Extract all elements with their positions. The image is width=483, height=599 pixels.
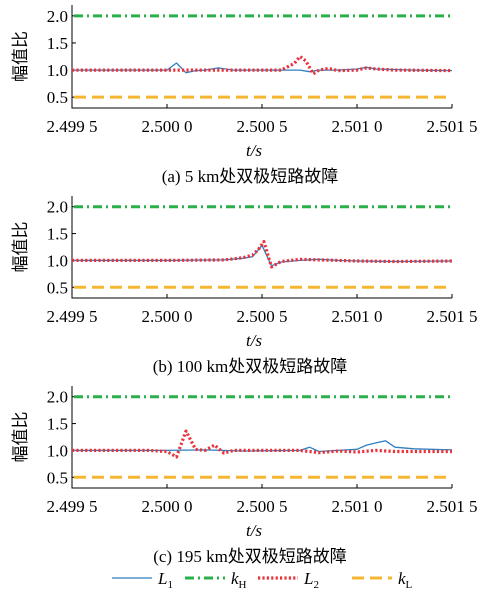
axes-frame xyxy=(72,196,452,298)
series-L2 xyxy=(72,57,452,74)
x-tick-label: 2.501 5 xyxy=(427,497,478,516)
x-tick-label: 2.501 5 xyxy=(427,117,478,136)
y-axis-label: 幅值比 xyxy=(11,31,30,82)
x-tick-label: 2.500 0 xyxy=(142,497,193,516)
x-tick-label: 2.499 5 xyxy=(47,117,98,136)
y-tick-label: 1.0 xyxy=(47,441,68,460)
x-tick-label: 2.499 5 xyxy=(47,307,98,326)
panel-caption: (b) 100 km处双极短路故障 xyxy=(153,357,348,376)
series-L1 xyxy=(72,245,452,265)
x-tick-label: 2.501 0 xyxy=(332,117,383,136)
chart-panels: 0.5 1.0 1.5 2.0 2.499 5 2.500 0 2.500 5 2.501 0… xyxy=(11,5,478,566)
legend-label-L1: L1 xyxy=(157,569,173,591)
legend-item-kL: kL xyxy=(352,569,413,591)
y-tick-label: 0.5 xyxy=(47,88,68,107)
y-tick-label: 2.0 xyxy=(47,388,68,407)
x-tick-label: 2.500 5 xyxy=(237,307,288,326)
series-L2 xyxy=(72,242,452,267)
x-tick-label: 2.501 0 xyxy=(332,497,383,516)
y-axis-label: 幅值比 xyxy=(11,222,30,273)
legend: L1 kH L2 kL xyxy=(112,569,413,591)
y-axis-label: 幅值比 xyxy=(11,412,30,463)
panel-caption: (a) 5 km处双极短路故障 xyxy=(162,167,339,186)
x-tick-label: 2.501 0 xyxy=(332,307,383,326)
x-tick-label: 2.500 0 xyxy=(142,307,193,326)
legend-label-kL: kL xyxy=(398,569,413,591)
y-tick-label: 0.5 xyxy=(47,468,68,487)
legend-label-kH: kH xyxy=(231,569,247,591)
legend-item-kH: kH xyxy=(185,569,247,591)
x-axis-label: t/s xyxy=(246,141,262,160)
legend-item-L1: L1 xyxy=(112,569,173,591)
chart-panel-a: 0.5 1.0 1.5 2.0 2.499 5 2.500 0 2.500 5 2.501 0… xyxy=(11,5,478,186)
series-L2 xyxy=(72,431,452,457)
x-axis-label: t/s xyxy=(246,331,262,350)
y-tick-label: 1.0 xyxy=(47,61,68,80)
chart-panel-b: 0.5 1.0 1.5 2.0 2.499 5 2.500 0 2.500 5 2.501 0… xyxy=(11,196,478,376)
legend-item-L2: L2 xyxy=(258,569,319,591)
y-tick-label: 0.5 xyxy=(47,278,68,297)
y-tick-label: 1.5 xyxy=(47,415,68,434)
x-tick-label: 2.499 5 xyxy=(47,497,98,516)
x-tick-label: 2.501 5 xyxy=(427,307,478,326)
y-tick-label: 1.5 xyxy=(47,34,68,53)
x-tick-label: 2.500 0 xyxy=(142,117,193,136)
y-tick-label: 1.5 xyxy=(47,225,68,244)
x-tick-label: 2.500 5 xyxy=(237,117,288,136)
y-tick-label: 1.0 xyxy=(47,251,68,270)
x-tick-label: 2.500 5 xyxy=(237,497,288,516)
y-tick-label: 2.0 xyxy=(47,7,68,26)
legend-label-L2: L2 xyxy=(303,569,319,591)
axes-frame xyxy=(72,386,452,488)
chart-panel-c: 0.5 1.0 1.5 2.0 2.499 5 2.500 0 2.500 5 2.501 0… xyxy=(11,386,478,566)
x-axis-label: t/s xyxy=(246,521,262,540)
y-tick-label: 2.0 xyxy=(47,198,68,217)
panel-caption: (c) 195 km处双极短路故障 xyxy=(153,547,347,566)
axes-frame xyxy=(72,5,452,108)
